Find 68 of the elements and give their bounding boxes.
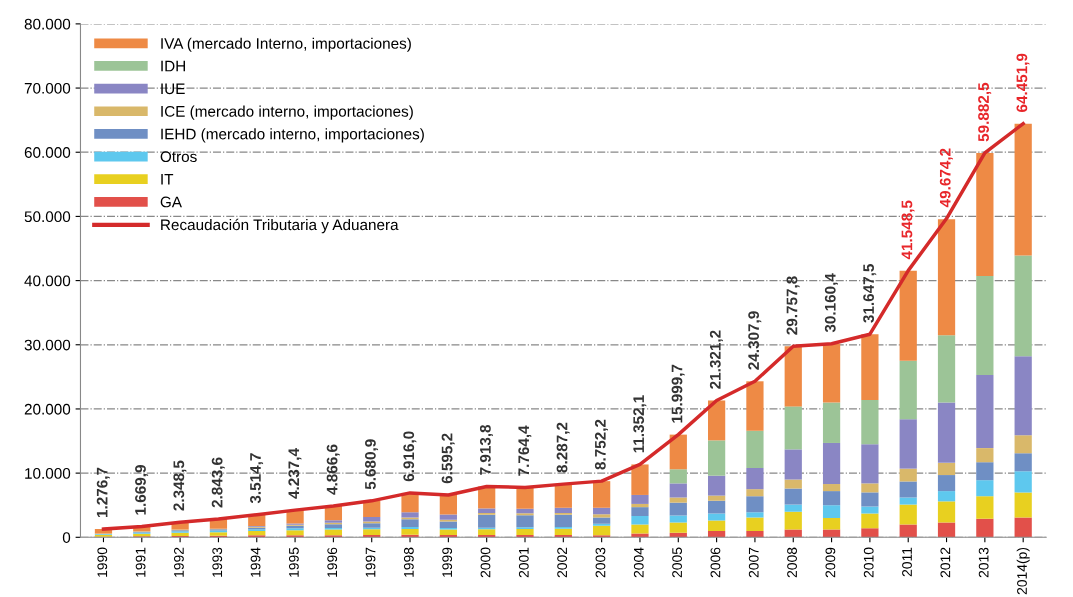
x-tick-label: 1990: [97, 547, 108, 577]
data-label: 21.321,2: [709, 330, 723, 389]
x-tick-label: 2000: [480, 547, 491, 578]
x-tick-label: 1994: [250, 547, 261, 577]
data-label: 5.680,9: [365, 439, 379, 490]
data-label: 1.669,9: [135, 465, 149, 515]
x-tick-label: 2007: [748, 547, 759, 578]
y-tick-label: 30.000: [24, 339, 71, 351]
x-tick-label: 2001: [518, 547, 529, 578]
data-label: 24.307,9: [748, 311, 762, 370]
data-label: 59.882,5: [978, 82, 992, 142]
data-label: 4.237,4: [288, 448, 302, 499]
legend-label: IDH: [161, 60, 185, 72]
legend-label: IUE: [161, 83, 185, 95]
x-tick-label: 2004: [633, 547, 644, 578]
x-tick-label: 1992: [174, 547, 184, 577]
x-tick-label: 1995: [288, 547, 299, 577]
y-tick-label: 80.000: [24, 18, 71, 30]
legend-label: IEHD (mercado interno, importaciones): [161, 128, 424, 143]
data-label: 11.352,1: [633, 395, 647, 453]
x-tick-label: 2008: [787, 547, 797, 578]
x-tick-label: 1996: [327, 547, 338, 577]
data-label: 7.913,8: [479, 424, 493, 475]
data-label: 49.674,2: [939, 148, 953, 208]
data-label: 8.287,2: [556, 422, 570, 473]
x-tick-label: 2006: [710, 547, 721, 578]
x-tick-label: 2011: [902, 547, 912, 577]
legend-label: Recaudación Tributaria y Aduanera: [161, 218, 399, 234]
data-label: 29.757,8: [786, 276, 800, 335]
data-label: 2.843,6: [211, 457, 225, 508]
x-tick-label: 1993: [212, 547, 223, 577]
x-tick-label: 2009: [825, 547, 836, 578]
data-label: 15.999,7: [671, 364, 685, 423]
legend-label: GA: [160, 196, 182, 208]
data-label: 6.595,2: [441, 433, 455, 484]
data-label: 2.348,5: [173, 460, 187, 511]
data-label: 7.764,4: [518, 425, 532, 476]
legend-label: ICE (mercado interno, importaciones): [161, 105, 413, 120]
data-label: 6.916,0: [403, 431, 417, 482]
y-tick-label: 0: [62, 532, 71, 543]
x-tick-label: 2010: [863, 547, 874, 578]
y-tick-label: 20.000: [24, 403, 71, 415]
y-tick-label: 70.000: [24, 82, 71, 94]
data-label: 31.647,5: [863, 264, 877, 323]
data-label: 4.866,6: [326, 444, 340, 495]
y-tick-label: 60.000: [24, 147, 71, 158]
x-tick-label: 1998: [403, 547, 414, 577]
data-label: 41.548,5: [901, 200, 915, 260]
data-label: 3.514,7: [250, 453, 264, 504]
x-tick-label: 2002: [557, 547, 568, 578]
data-label: 64.451,9: [1016, 53, 1030, 112]
data-label: 1.276,7: [96, 467, 110, 518]
x-tick-label: 1999: [442, 547, 453, 577]
legend-label: IT: [161, 174, 174, 185]
x-tick-label: 2003: [595, 547, 606, 578]
legend-label: Otros: [160, 151, 197, 163]
x-tick-label: 2012: [940, 547, 951, 578]
x-tick-label: 1997: [365, 547, 376, 577]
legend-label: IVA (mercado Interno, importaciones): [161, 37, 411, 52]
y-tick-label: 10.000: [25, 467, 71, 479]
y-tick-label: 50.000: [24, 211, 71, 223]
data-label: 8.752,2: [594, 419, 608, 470]
data-label: 30.160,4: [824, 273, 838, 333]
y-tick-label: 40.000: [24, 275, 71, 287]
x-tick-label: 2013: [978, 547, 989, 578]
x-tick-label: 2005: [672, 547, 683, 578]
x-tick-label: 2014(p): [1016, 547, 1030, 595]
x-tick-label: 1991: [135, 547, 146, 577]
